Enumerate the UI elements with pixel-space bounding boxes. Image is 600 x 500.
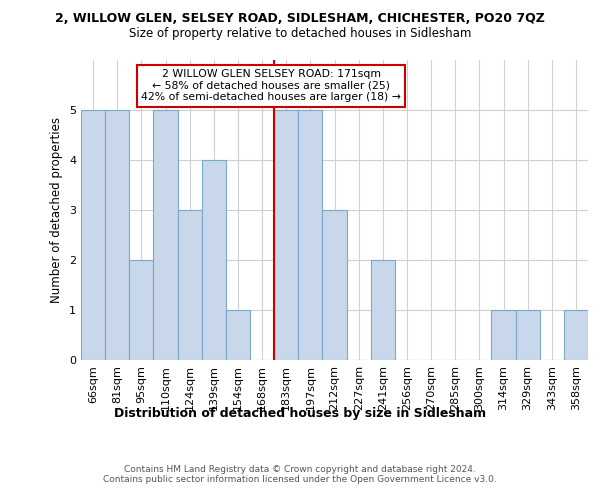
Bar: [515, 310, 540, 360]
Bar: [298, 110, 322, 360]
Bar: [322, 210, 347, 360]
Text: Contains HM Land Registry data © Crown copyright and database right 2024.
Contai: Contains HM Land Registry data © Crown c…: [103, 465, 497, 484]
Bar: [178, 210, 202, 360]
Text: 2, WILLOW GLEN, SELSEY ROAD, SIDLESHAM, CHICHESTER, PO20 7QZ: 2, WILLOW GLEN, SELSEY ROAD, SIDLESHAM, …: [55, 12, 545, 26]
Bar: [491, 310, 515, 360]
Bar: [202, 160, 226, 360]
Bar: [564, 310, 588, 360]
Text: Size of property relative to detached houses in Sidlesham: Size of property relative to detached ho…: [129, 28, 471, 40]
Text: 2 WILLOW GLEN SELSEY ROAD: 171sqm
← 58% of detached houses are smaller (25)
42% : 2 WILLOW GLEN SELSEY ROAD: 171sqm ← 58% …: [141, 69, 401, 102]
Bar: [154, 110, 178, 360]
Bar: [129, 260, 154, 360]
Bar: [226, 310, 250, 360]
Bar: [371, 260, 395, 360]
Text: Distribution of detached houses by size in Sidlesham: Distribution of detached houses by size …: [114, 408, 486, 420]
Y-axis label: Number of detached properties: Number of detached properties: [50, 117, 64, 303]
Bar: [81, 110, 105, 360]
Bar: [274, 110, 298, 360]
Bar: [105, 110, 129, 360]
